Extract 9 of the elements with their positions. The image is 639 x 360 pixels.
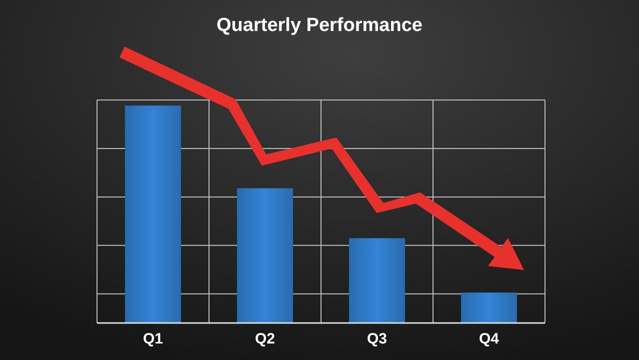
bar: [349, 238, 405, 323]
x-tick-label: Q1: [142, 330, 164, 348]
chart-title: Quarterly Performance: [216, 15, 422, 36]
bar: [237, 188, 293, 323]
x-tick-label: Q3: [366, 330, 388, 348]
bar: [125, 106, 181, 323]
bar: [461, 292, 517, 323]
x-tick-label: Q4: [478, 330, 500, 348]
x-tick-label: Q2: [254, 330, 276, 348]
